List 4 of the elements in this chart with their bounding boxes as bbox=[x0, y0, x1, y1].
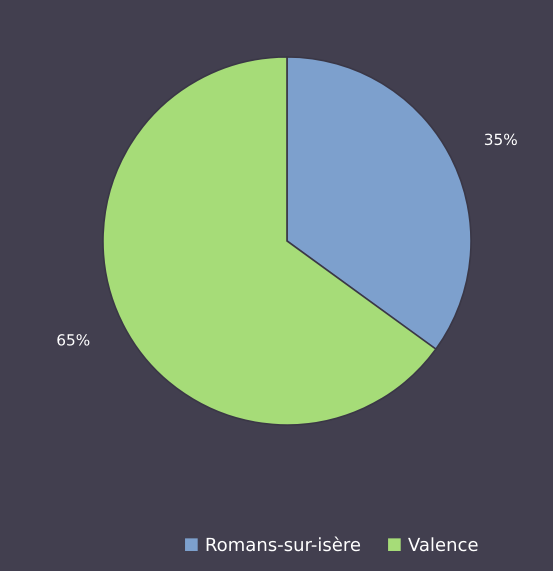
data-label: 65% bbox=[57, 334, 90, 346]
data-label: 35% bbox=[484, 134, 517, 146]
legend-label: Romans-sur-isère bbox=[206, 536, 360, 552]
legend-label: Valence bbox=[408, 537, 478, 552]
